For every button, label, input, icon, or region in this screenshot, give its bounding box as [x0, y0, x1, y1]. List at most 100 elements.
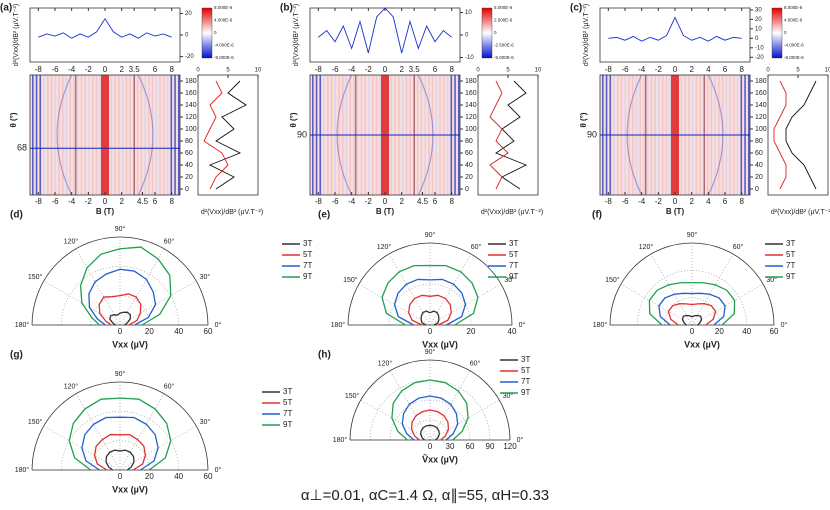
heatmap-stripe [61, 75, 64, 195]
heat-ytick-label: 140 [755, 102, 767, 109]
theta-mark-label: 90 [297, 129, 307, 139]
heatmap-stripe [91, 75, 94, 195]
r-tick-label: 40 [174, 472, 183, 481]
profile-tick-label: 0 [766, 68, 770, 74]
grid-spoke [650, 253, 693, 326]
colorbar-label: 8.000E-6 [784, 5, 803, 10]
theta-tick-label: 120° [377, 243, 392, 251]
heatmap-stripe [163, 75, 165, 195]
heatmap-stripe [114, 75, 116, 195]
profile-line [785, 80, 817, 190]
theta-tick-label: 120° [639, 243, 654, 251]
profile-frame [767, 74, 829, 196]
theta-tick-label: 180° [593, 321, 608, 329]
heatmap-stripe [110, 75, 113, 195]
trace-xtick-label: 0 [383, 65, 388, 74]
trace-xtick-label: -2 [655, 65, 663, 74]
polar-line [393, 278, 467, 326]
legend-label: 5T [283, 398, 292, 407]
heatmap-stripe [99, 75, 101, 195]
heatmap-stripe [46, 75, 49, 195]
trace-ytick-label: 0 [465, 33, 469, 39]
theta-tick-label: 60° [471, 243, 482, 251]
trace-ylabel: d²(Vxx)/dB² (µV.T⁻²) [13, 4, 20, 66]
heatmap-stripe [39, 75, 42, 195]
polar-line [648, 281, 736, 326]
trace-frame [309, 7, 461, 63]
heatmap-stripe [174, 75, 176, 195]
legend-label: 3T [509, 239, 518, 248]
heat-ytick-label: 140 [185, 102, 197, 109]
heat-ylabel: θ (°) [289, 112, 298, 127]
heatmap-stripe [178, 75, 180, 195]
grid-spoke [119, 280, 197, 326]
r-tick-label: 60 [204, 472, 213, 481]
grid-arc [409, 419, 451, 441]
grid-arc [90, 440, 150, 471]
theta-tick-label: 0° [519, 321, 526, 329]
heatmap-stripe [118, 75, 120, 195]
theta-tick-label: 0° [781, 321, 788, 329]
profile-line [489, 80, 509, 190]
heat-ytick-label: 60 [465, 150, 473, 157]
heat-ytick-label: 120 [755, 114, 767, 121]
panel-label: (c) [570, 3, 582, 14]
heat-ylabel: θ (°) [579, 112, 588, 127]
trace-ylabel: d²(Vxx)/dB² (µV.T⁻²) [293, 4, 300, 66]
heat-xtick-label: -6 [51, 197, 59, 206]
r-tick-label: 20 [145, 327, 154, 336]
trace-ytick-label: 0 [185, 33, 189, 39]
heat-ytick-label: 180 [465, 78, 477, 85]
profile-xlabel: d²(Vxx)/dB² (µV.T⁻²) [201, 209, 263, 216]
heatmap-stripe [140, 75, 143, 195]
colorbar-label: -8.000E-6 [784, 55, 804, 60]
colorbar [201, 7, 213, 59]
grid-arc [349, 359, 511, 441]
heat-xlabel: B (T) [666, 207, 685, 216]
heatmap-stripe [54, 75, 57, 195]
trace-xtick-label: -2 [85, 65, 93, 74]
panel-label: (b) [280, 3, 293, 14]
colorbar-label: 4.000E-6 [214, 18, 233, 23]
heat-xlabel: B (T) [376, 207, 395, 216]
heat-xtick-label: -2 [655, 197, 663, 206]
legend-label: 3T [786, 239, 795, 248]
r-tick-label: 40 [742, 327, 751, 336]
trace-line [318, 7, 452, 54]
heat-ytick-label: 80 [185, 138, 193, 145]
r-tick-label: 60 [466, 442, 475, 451]
trace-xtick-label: 6 [153, 65, 158, 74]
profile-line [495, 80, 528, 190]
heat-ytick-label: 20 [755, 174, 763, 181]
profile-line [208, 80, 247, 190]
heatmap-stripe [144, 75, 146, 195]
heatmap-stripe [129, 75, 131, 195]
heatmap-stripe [170, 75, 173, 195]
trace-xtick-label: 8 [449, 65, 454, 74]
profile-tick-label: 5 [226, 68, 230, 74]
r-tick-label: 0 [428, 327, 433, 336]
theta-tick-label: 90° [425, 348, 436, 356]
heatmap-stripe [136, 75, 139, 195]
polar-line [658, 292, 726, 326]
legend-label: 5T [521, 366, 530, 375]
polar-line [410, 409, 450, 441]
polar-line [93, 433, 147, 471]
panel-label: (d) [10, 210, 23, 221]
heat-ytick-label: 140 [465, 102, 477, 109]
heatmap-stripe [50, 75, 53, 195]
legend-label: 9T [521, 388, 530, 397]
grid-spoke [429, 399, 500, 441]
theta-tick-label: 30° [503, 392, 514, 400]
theta-tick-label: 180° [15, 321, 30, 329]
heat-xtick-label: 2 [689, 197, 694, 206]
trace-ytick-label: -10 [755, 45, 764, 51]
profile-tick-label: 10 [255, 68, 262, 74]
heat-ytick-label: 80 [465, 138, 473, 145]
trace-ytick-label: -20 [185, 54, 194, 60]
colorbar-label: -4.000E-6 [784, 43, 804, 48]
heatmap-stripe [159, 75, 161, 195]
colorbar-label: 8.000E-6 [214, 5, 233, 10]
heatmap-stripe [76, 75, 79, 195]
colorbar-label: 0 [494, 30, 497, 35]
